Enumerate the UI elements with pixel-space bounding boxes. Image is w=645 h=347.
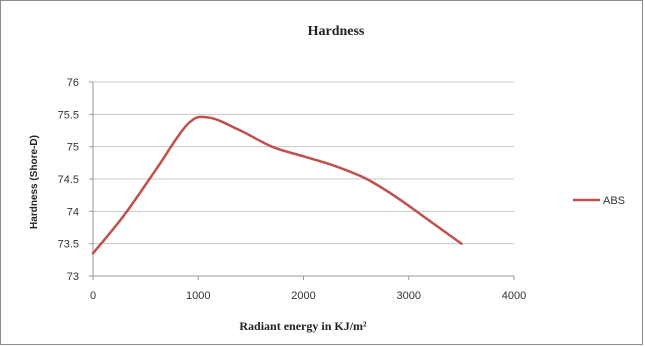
legend-label-abs: ABS [603, 195, 625, 207]
y-tick-label: 75.5 [58, 109, 79, 121]
y-tick-label: 74 [67, 206, 79, 218]
y-tick-label: 74.5 [58, 174, 79, 186]
y-axis-label: Hardness (Shore-D) [29, 135, 40, 229]
y-tick-label: 76 [67, 77, 79, 89]
y-tick-label: 73.5 [58, 239, 79, 251]
axis-layer: 73 73.5 74 74.5 75 75.5 76 0 1000 2000 3000 4000 [58, 77, 527, 302]
y-tick-label: 73 [67, 271, 79, 283]
grid-layer [93, 81, 514, 245]
x-tick-label: 2000 [291, 290, 315, 302]
series-layer [91, 115, 463, 255]
x-axis-label: Radiant energy in KJ/m² [239, 319, 367, 333]
series-line-abs [91, 115, 463, 255]
x-tick-label: 1000 [186, 290, 210, 302]
x-tick-label: 3000 [397, 290, 421, 302]
legend: ABS [573, 195, 625, 207]
y-tick-label: 75 [67, 142, 79, 154]
x-tick-label: 0 [90, 290, 96, 302]
x-tick-label: 4000 [502, 290, 526, 302]
chart-title: Hardness [308, 24, 365, 39]
